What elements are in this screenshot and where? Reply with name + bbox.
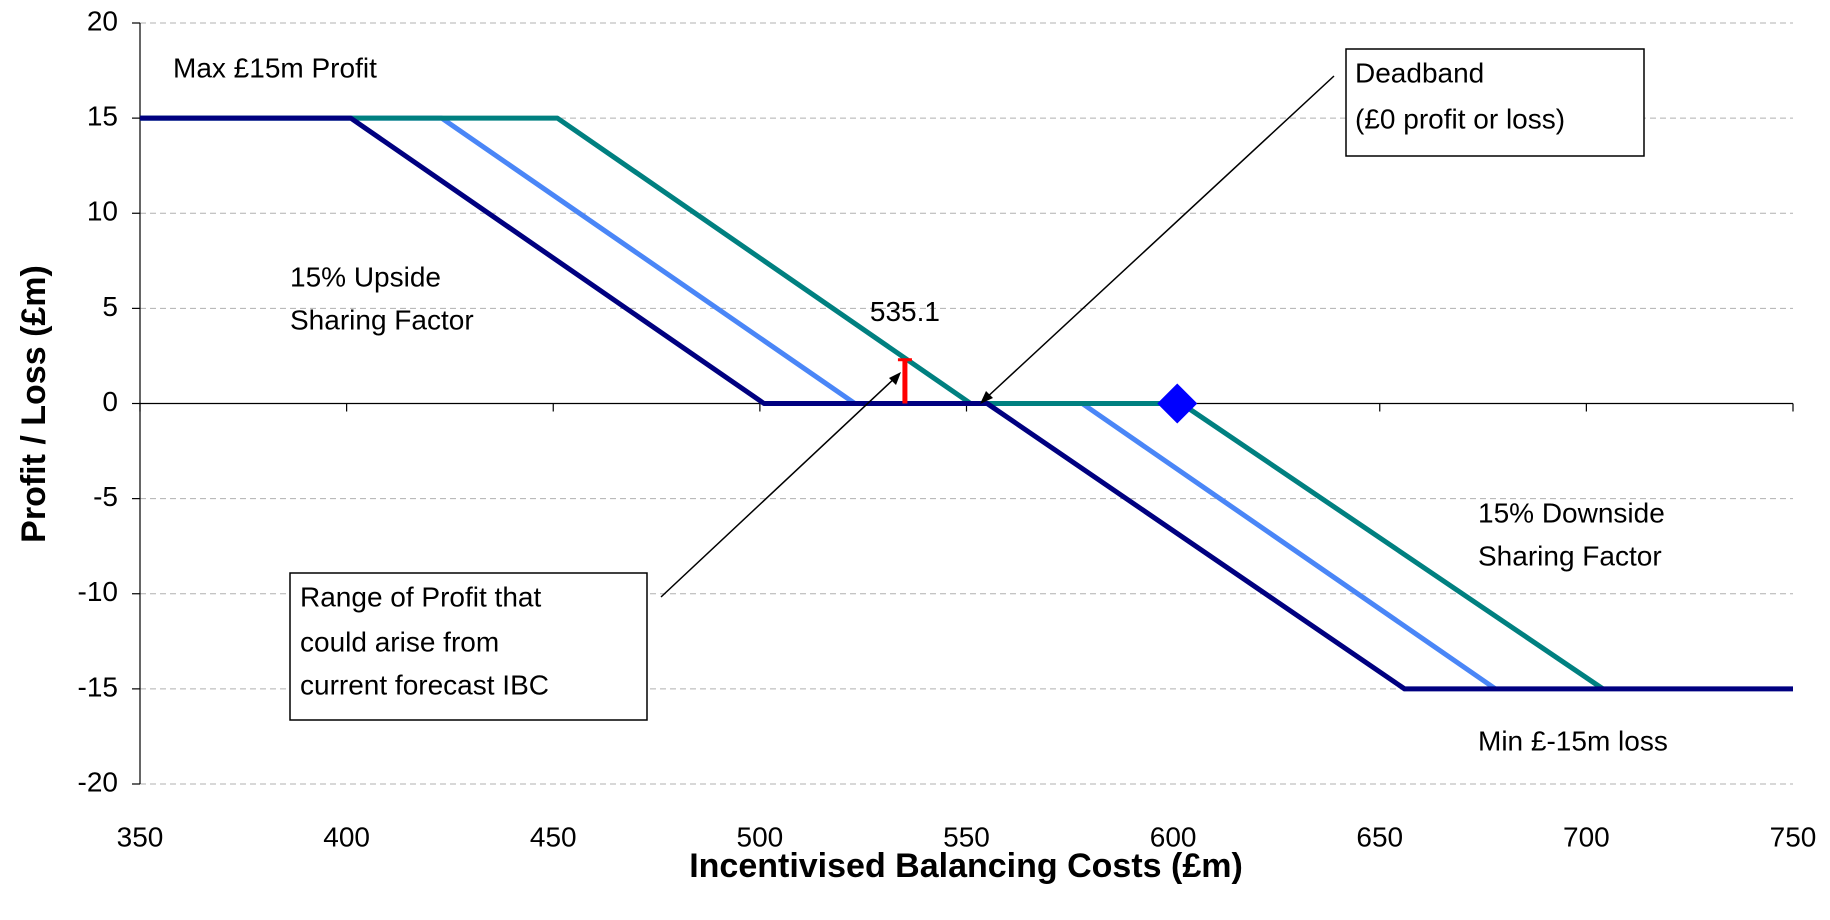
arrow-head (980, 391, 993, 404)
annotation: Sharing Factor (290, 304, 474, 335)
range-label: 535.1 (870, 296, 940, 327)
annotations: Max £15m Profit 15% Upside Sharing Facto… (173, 48, 1668, 756)
arrow (983, 75, 1335, 401)
x-tick-label: 400 (323, 821, 370, 852)
annotation: could arise from (300, 626, 499, 657)
y-tick-label: 10 (87, 196, 118, 227)
y-axis-title: Profit / Loss (£m) (15, 265, 53, 543)
y-tick-label: -5 (93, 481, 118, 512)
y-tick-label: 5 (102, 291, 118, 322)
x-tick-label: 550 (943, 821, 990, 852)
y-tick-label: 15 (87, 101, 118, 132)
x-tick-label: 600 (1150, 821, 1197, 852)
annotation: 15% Upside (290, 261, 441, 292)
y-tick-label: 20 (87, 5, 118, 36)
plot-area: -20 -15 -10 -5 0 5 10 15 20 350 400 450 500 550 600 650… (78, 5, 1817, 852)
y-tick-label: 0 (102, 386, 118, 417)
x-tick-label: 450 (530, 821, 577, 852)
y-tick-label: -20 (78, 766, 118, 797)
x-tick-label: 650 (1356, 821, 1403, 852)
x-axis-title: Incentivised Balancing Costs (£m) (689, 847, 1243, 885)
x-tick-label: 350 (117, 821, 164, 852)
annotation: (£0 profit or loss) (1355, 103, 1565, 134)
arrow-head (889, 372, 901, 385)
annotation: current forecast IBC (300, 669, 549, 700)
annotation: Min £-15m loss (1478, 725, 1668, 756)
y-tick-label: -10 (78, 576, 118, 607)
annotation: Range of Profit that (300, 581, 541, 612)
marker (1157, 383, 1198, 424)
x-tick-label: 500 (737, 821, 784, 852)
y-tick-label: -15 (78, 671, 118, 702)
x-tick-label: 750 (1770, 821, 1817, 852)
x-tick-label: 700 (1563, 821, 1610, 852)
annotation: 15% Downside (1478, 497, 1665, 528)
annotation: Max £15m Profit (173, 52, 377, 83)
annotation: Deadband (1355, 57, 1484, 88)
annotation-box (1345, 48, 1645, 157)
arrow (660, 375, 898, 598)
series-line (140, 115, 1793, 692)
annotation-box (289, 572, 648, 721)
annotation: Sharing Factor (1478, 540, 1662, 571)
